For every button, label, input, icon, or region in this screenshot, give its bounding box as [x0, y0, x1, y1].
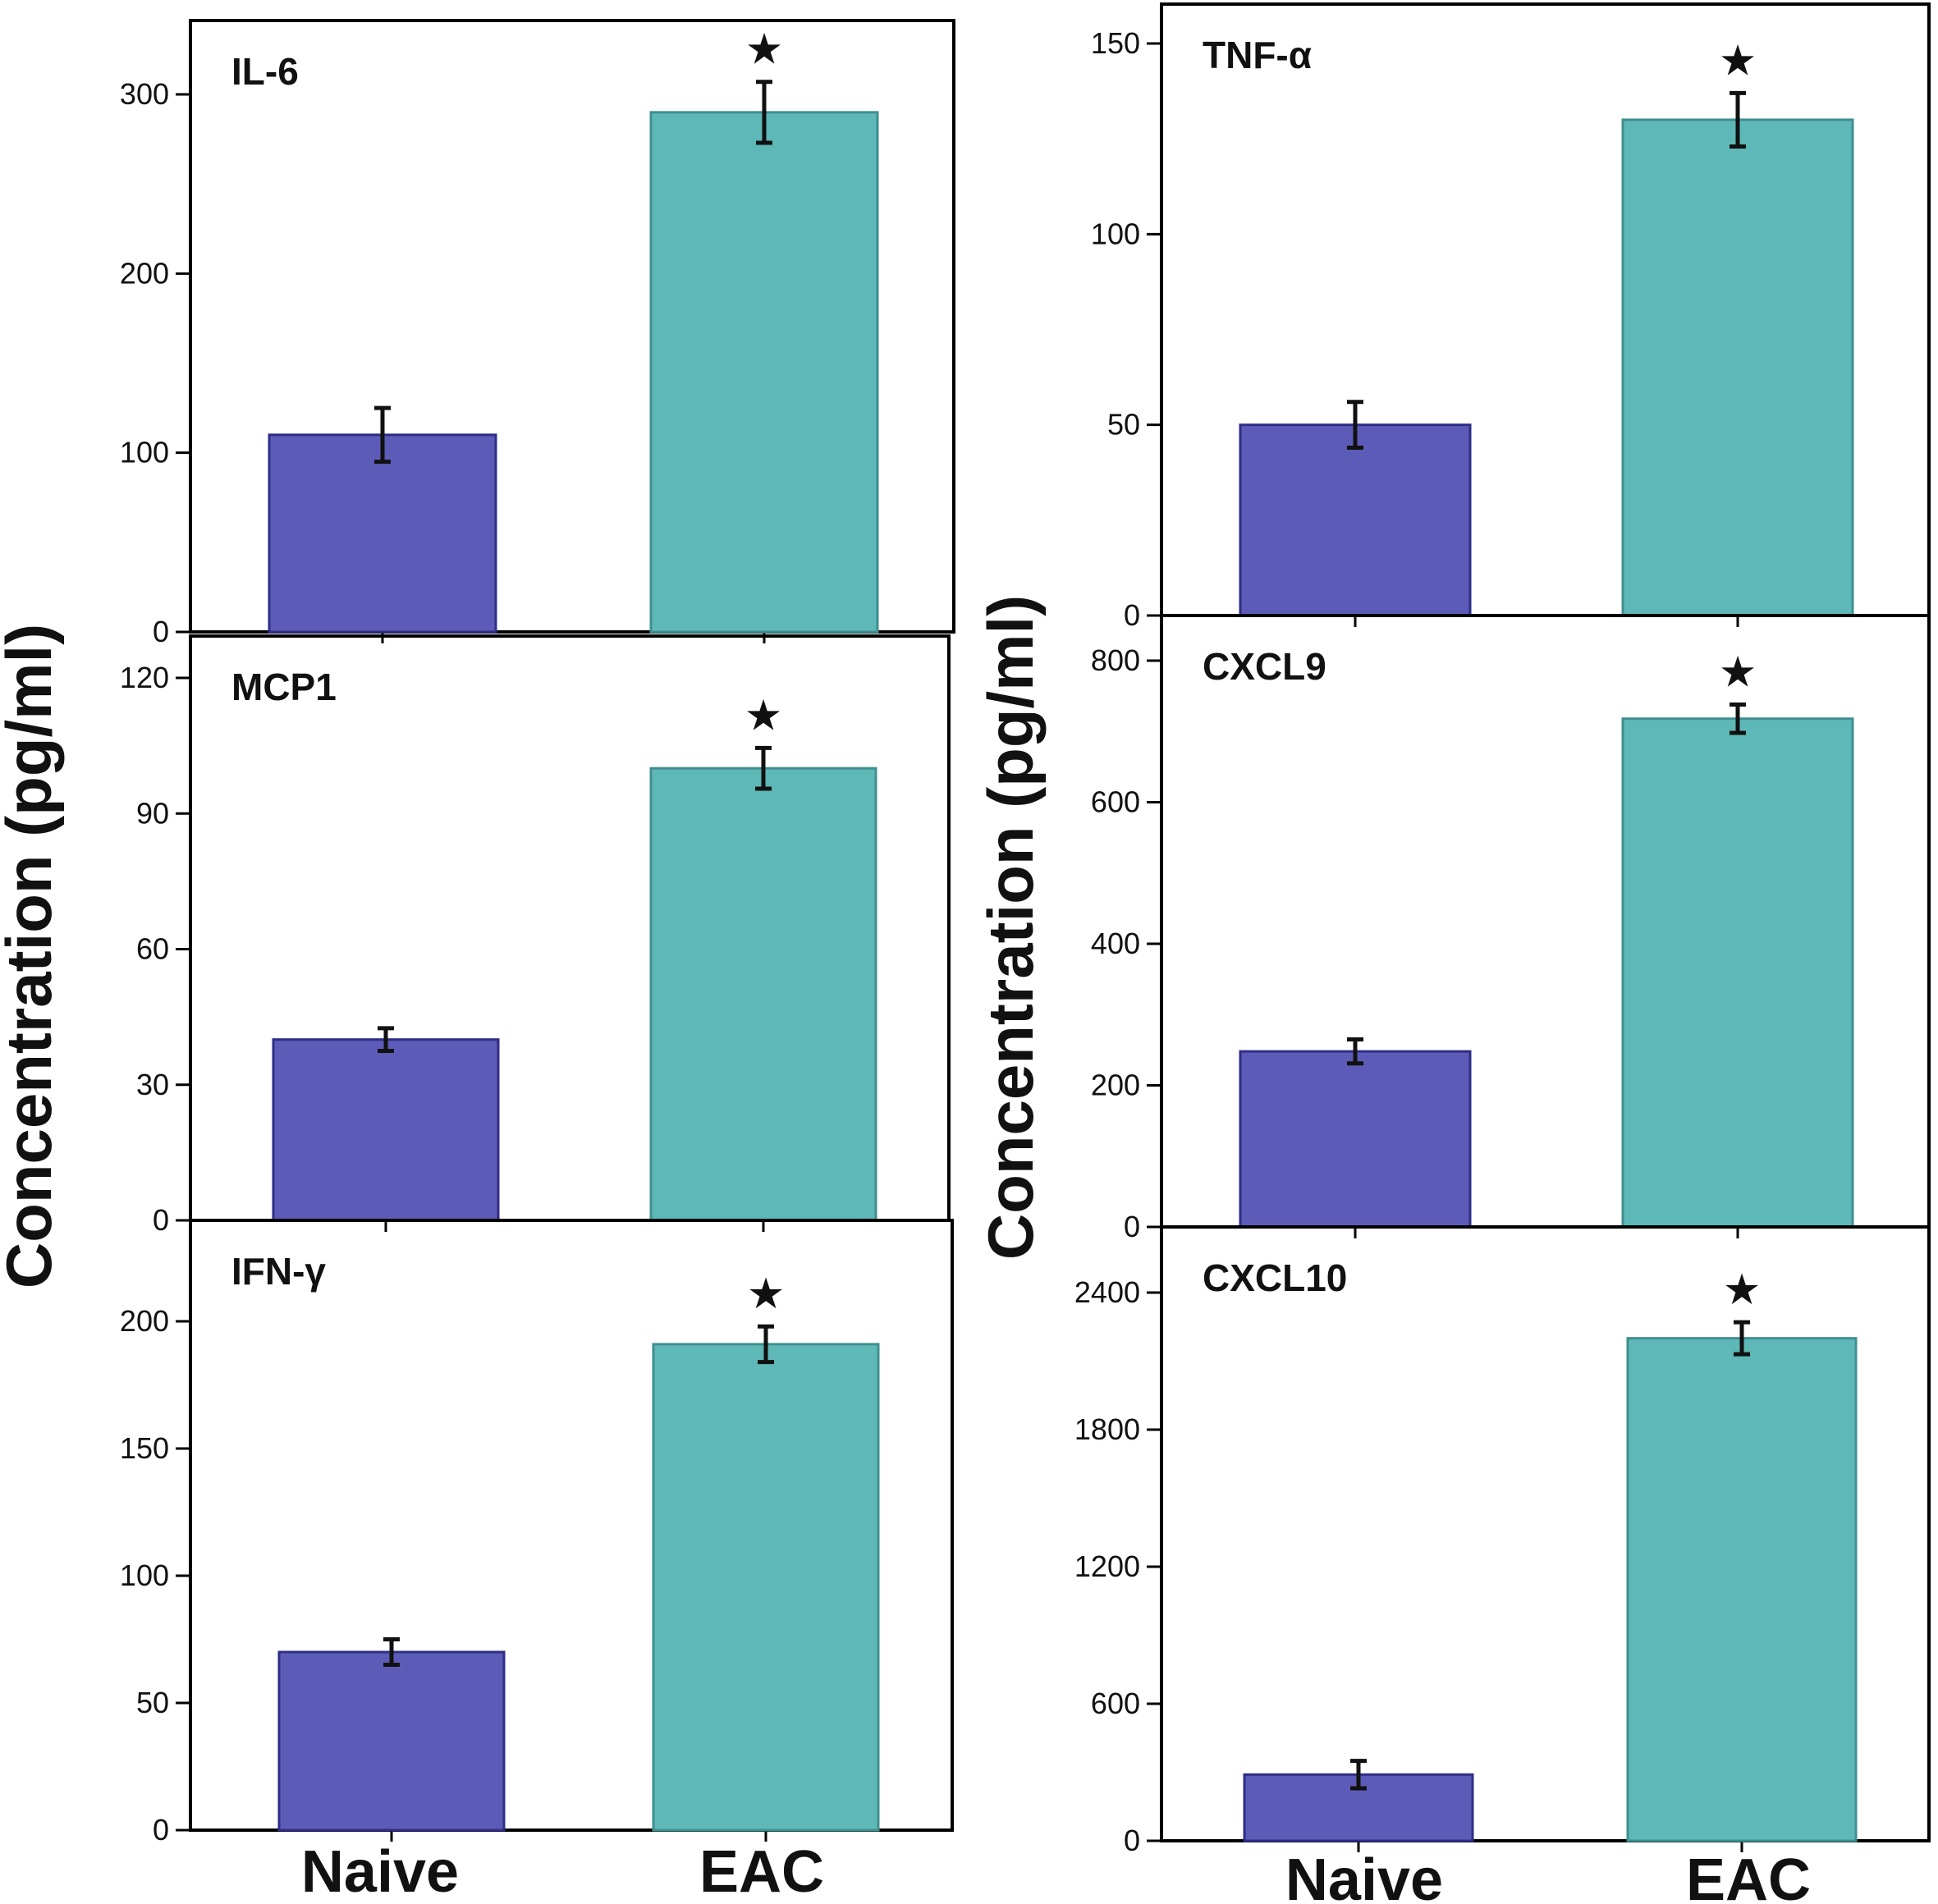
panel-title-ifn: IFN-γ	[231, 1250, 326, 1293]
x-label-naive-right: Naive	[1285, 1847, 1443, 1904]
y-tick-label-cxcl10-600: 600	[1091, 1687, 1140, 1720]
bar-tnf-eac	[1621, 118, 1854, 617]
y-tick-label-mcp1-0: 0	[153, 1203, 169, 1237]
y-tick-label-cxcl9-0: 0	[1124, 1210, 1140, 1243]
y-tick-label-il6-100: 100	[120, 436, 169, 469]
y-tick-label-cxcl9-800: 800	[1091, 643, 1140, 677]
y-tick-label-ifn-0: 0	[153, 1813, 169, 1847]
y-tick-label-il6-0: 0	[153, 615, 169, 648]
panel-title-cxcl10: CXCL10	[1203, 1256, 1347, 1299]
panel-ifn: 0 50 100 150 200 IFN-γ ★	[120, 1219, 954, 1847]
y-tick-label-cxcl10-1200: 1200	[1074, 1549, 1140, 1583]
y-axis-label-left: Concentration (pg/ml)	[0, 624, 65, 1288]
panel-cxcl10: 0 600 1200 1800 2400 CXCL10 ★	[1074, 1225, 1931, 1857]
bar-mcp1-naive	[272, 1038, 500, 1222]
panel-frame-cxcl10	[1160, 1225, 1931, 1842]
bar-cxcl10-eac	[1626, 1337, 1858, 1842]
significance-star-tnf: ★	[1719, 36, 1757, 85]
x-label-eac-right: EAC	[1686, 1847, 1811, 1904]
bar-ifn-naive	[277, 1650, 506, 1832]
y-tick-label-ifn-200: 200	[120, 1304, 169, 1338]
significance-star-ifn: ★	[747, 1270, 786, 1319]
panel-mcp1: 0 30 60 90 120 MCP1 ★	[120, 634, 951, 1237]
y-axis-label-right: Concentration (pg/ml)	[974, 595, 1047, 1260]
significance-star-mcp1: ★	[745, 691, 783, 740]
y-tick-label-mcp1-90: 90	[136, 796, 169, 830]
y-tick-label-tnf-0: 0	[1124, 598, 1140, 632]
bar-il6-eac	[649, 111, 879, 634]
x-label-eac-left: EAC	[699, 1839, 824, 1904]
panel-tnf: 0 50 100 150 TNF-α ★	[1091, 2, 1931, 632]
y-tick-label-cxcl9-400: 400	[1091, 927, 1140, 960]
bar-cxcl9-eac	[1621, 717, 1854, 1229]
panels: 0 100 200 300 IL-6 ★ 0 30 60 90 120 MCP1 ★ 0 50 100 150 2…	[120, 2, 1931, 1857]
significance-star-cxcl9: ★	[1719, 648, 1757, 697]
y-tick-label-cxcl9-200: 200	[1091, 1069, 1140, 1102]
y-tick-label-cxcl10-1800: 1800	[1074, 1412, 1140, 1446]
panel-frame-ifn	[189, 1219, 954, 1832]
panel-title-cxcl9: CXCL9	[1203, 645, 1326, 688]
x-label-naive-left: Naive	[301, 1839, 459, 1904]
bar-tnf-naive	[1239, 423, 1472, 617]
significance-star-cxcl10: ★	[1723, 1266, 1762, 1315]
y-tick-label-cxcl10-0: 0	[1124, 1824, 1140, 1857]
y-tick-label-ifn-50: 50	[136, 1686, 169, 1719]
bar-mcp1-eac	[649, 767, 877, 1222]
y-tick-label-mcp1-60: 60	[136, 932, 169, 966]
y-tick-label-tnf-50: 50	[1107, 408, 1140, 442]
panel-title-mcp1: MCP1	[231, 666, 337, 708]
panel-il6: 0 100 200 300 IL-6 ★	[120, 19, 955, 648]
y-tick-label-tnf-100: 100	[1091, 217, 1140, 250]
y-tick-label-mcp1-30: 30	[136, 1068, 169, 1101]
y-tick-label-il6-200: 200	[120, 256, 169, 290]
y-tick-label-ifn-100: 100	[120, 1558, 169, 1592]
panel-title-il6: IL-6	[231, 50, 299, 93]
panel-title-tnf: TNF-α	[1203, 34, 1312, 76]
bar-il6-naive	[268, 433, 497, 634]
y-tick-label-cxcl9-600: 600	[1091, 785, 1140, 819]
panel-frame-il6	[189, 19, 955, 634]
y-tick-label-il6-300: 300	[120, 77, 169, 111]
y-tick-label-mcp1-120: 120	[120, 661, 169, 694]
y-tick-label-ifn-150: 150	[120, 1431, 169, 1465]
y-tick-label-tnf-150: 150	[1091, 26, 1140, 60]
significance-star-il6: ★	[745, 25, 784, 75]
panel-cxcl9: 0 200 400 600 800 CXCL9 ★	[1091, 614, 1931, 1243]
bar-cxcl9-naive	[1239, 1050, 1472, 1229]
y-tick-label-cxcl10-2400: 2400	[1074, 1275, 1140, 1309]
bar-ifn-eac	[652, 1343, 880, 1832]
